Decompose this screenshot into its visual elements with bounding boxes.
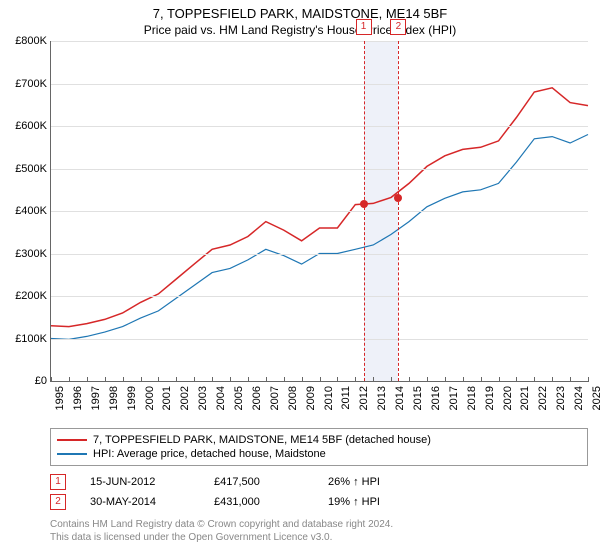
- x-axis-labels: 1995 1996 1997 1998 1999 2000 2001 2002 2003 2004…: [50, 382, 588, 422]
- y-tick-label: £100K: [15, 333, 51, 345]
- series-line-hpi: [51, 135, 588, 340]
- transaction-dot: [394, 194, 402, 202]
- y-tick-label: £500K: [15, 163, 51, 175]
- x-tick-label: 2011: [340, 386, 352, 410]
- x-tick-label: 2013: [376, 386, 388, 410]
- transaction-row: 2 30-MAY-2014 £431,000 19% ↑ HPI: [50, 492, 588, 512]
- x-tick-label: 2006: [251, 386, 263, 410]
- x-tick-label: 2008: [287, 386, 299, 410]
- x-tick-label: 2023: [555, 386, 567, 410]
- x-tick-label: 1995: [54, 386, 66, 410]
- chart-title: 7, TOPPESFIELD PARK, MAIDSTONE, ME14 5BF: [0, 0, 600, 21]
- x-tick-label: 1998: [108, 386, 120, 410]
- footer: Contains HM Land Registry data © Crown c…: [50, 518, 588, 544]
- chart-plot-area: £0£100K£200K£300K£400K£500K£600K£700K£80…: [50, 41, 588, 382]
- x-tick-label: 2025: [591, 386, 600, 410]
- x-tick-label: 2014: [394, 386, 406, 410]
- transaction-delta: 19% ↑ HPI: [328, 496, 380, 508]
- x-tick-label: 1997: [90, 386, 102, 410]
- x-tick-label: 2022: [537, 386, 549, 410]
- y-tick-label: £800K: [15, 35, 51, 47]
- x-tick-label: 2016: [430, 386, 442, 410]
- x-tick-label: 2010: [323, 386, 335, 410]
- legend-label-property: 7, TOPPESFIELD PARK, MAIDSTONE, ME14 5BF…: [93, 434, 431, 446]
- transaction-row-marker: 2: [50, 494, 66, 510]
- transaction-marker-box: 1: [356, 19, 372, 35]
- y-tick-label: £600K: [15, 120, 51, 132]
- x-tick-label: 2024: [573, 386, 585, 410]
- y-tick-label: £200K: [15, 290, 51, 302]
- x-tick-label: 2000: [144, 386, 156, 410]
- x-tick-label: 2003: [197, 386, 209, 410]
- y-tick-label: £700K: [15, 78, 51, 90]
- y-tick-label: £300K: [15, 248, 51, 260]
- x-tick-label: 2012: [358, 386, 370, 410]
- transaction-marker-box: 2: [390, 19, 406, 35]
- legend: 7, TOPPESFIELD PARK, MAIDSTONE, ME14 5BF…: [50, 428, 588, 466]
- transaction-delta: 26% ↑ HPI: [328, 476, 380, 488]
- x-tick-label: 2018: [466, 386, 478, 410]
- x-tick-label: 2007: [269, 386, 281, 410]
- chart-subtitle: Price paid vs. HM Land Registry's House …: [0, 21, 600, 41]
- x-tick-label: 2001: [161, 386, 173, 410]
- x-tick-label: 2017: [448, 386, 460, 410]
- x-tick-label: 1999: [126, 386, 138, 410]
- series-line-property: [51, 88, 588, 327]
- x-tick-label: 2002: [179, 386, 191, 410]
- legend-label-hpi: HPI: Average price, detached house, Maid…: [93, 448, 326, 460]
- transaction-row: 1 15-JUN-2012 £417,500 26% ↑ HPI: [50, 472, 588, 492]
- transactions-table: 1 15-JUN-2012 £417,500 26% ↑ HPI 2 30-MAY-201…: [50, 472, 588, 512]
- x-tick-label: 2015: [412, 386, 424, 410]
- y-tick-label: £400K: [15, 205, 51, 217]
- transaction-date: 15-JUN-2012: [90, 476, 190, 488]
- legend-row: 7, TOPPESFIELD PARK, MAIDSTONE, ME14 5BF…: [57, 433, 581, 447]
- x-tick-label: 2021: [519, 386, 531, 410]
- transaction-vline: [364, 41, 365, 381]
- legend-swatch-hpi: [57, 453, 87, 455]
- y-tick-label: £0: [35, 375, 51, 387]
- x-tick-label: 1996: [72, 386, 84, 410]
- transaction-price: £417,500: [214, 476, 304, 488]
- x-tick-label: 2005: [233, 386, 245, 410]
- footer-line1: Contains HM Land Registry data © Crown c…: [50, 518, 588, 531]
- legend-swatch-property: [57, 439, 87, 441]
- x-tick-label: 2009: [305, 386, 317, 410]
- transaction-row-marker: 1: [50, 474, 66, 490]
- transaction-dot: [360, 200, 368, 208]
- x-tick-label: 2020: [502, 386, 514, 410]
- transaction-price: £431,000: [214, 496, 304, 508]
- transaction-vline: [398, 41, 399, 381]
- legend-row: HPI: Average price, detached house, Maid…: [57, 447, 581, 461]
- footer-line2: This data is licensed under the Open Gov…: [50, 531, 588, 544]
- x-tick-label: 2019: [484, 386, 496, 410]
- x-tick-label: 2004: [215, 386, 227, 410]
- transaction-date: 30-MAY-2014: [90, 496, 190, 508]
